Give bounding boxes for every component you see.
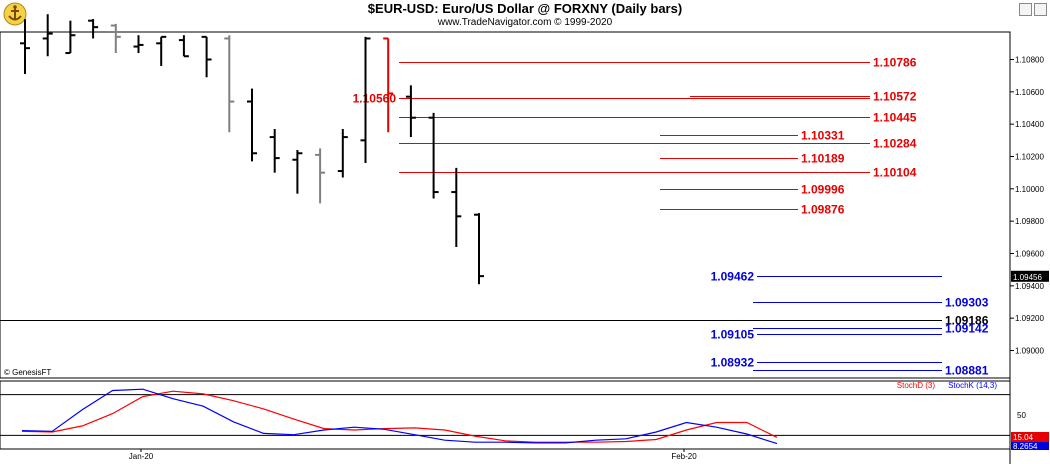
legend-stochk: StochK (14,3) bbox=[948, 381, 997, 390]
restore-button[interactable] bbox=[1019, 3, 1032, 16]
watermark-text: © GenesisFT bbox=[4, 368, 51, 377]
y-tick-label: 1.10000 bbox=[1015, 185, 1044, 194]
y-tick-label: 1.10800 bbox=[1015, 55, 1044, 64]
anchor-icon bbox=[3, 2, 27, 26]
stochd-value: 15.04 bbox=[1013, 433, 1034, 442]
title-bar: $EUR-USD: Euro/US Dollar @ FORXNY (Daily… bbox=[0, 0, 1050, 32]
level-label: 1.10572 bbox=[873, 90, 917, 104]
level-label: 1.09996 bbox=[801, 183, 845, 197]
level-label: 1.09186 bbox=[945, 314, 989, 328]
stoch-tick-label: 50 bbox=[1017, 411, 1026, 420]
level-label: 1.08881 bbox=[945, 364, 989, 378]
stochd-line bbox=[21, 390, 778, 443]
stochd-value-box bbox=[1011, 432, 1049, 442]
stochk-value-box bbox=[1011, 442, 1049, 450]
close-button[interactable] bbox=[1034, 3, 1047, 16]
level-label: 1.10560 bbox=[353, 92, 397, 106]
y-tick-label: 1.09600 bbox=[1015, 250, 1044, 259]
level-label: 1.10284 bbox=[873, 137, 917, 151]
stochk-value: 8.2654 bbox=[1013, 442, 1038, 451]
stochk-line bbox=[21, 388, 778, 445]
y-tick-label: 1.09200 bbox=[1015, 314, 1044, 323]
last-price-label: 1.09456 bbox=[1013, 273, 1042, 282]
last-price-box bbox=[1011, 270, 1049, 282]
y-axis-area bbox=[1010, 32, 1050, 464]
level-label: 1.08932 bbox=[711, 356, 755, 370]
chart-title: $EUR-USD: Euro/US Dollar @ FORXNY (Daily… bbox=[367, 1, 683, 16]
x-tick-label: Jan-20 bbox=[129, 452, 154, 461]
x-tick-label: Feb-20 bbox=[671, 452, 697, 461]
y-tick-label: 1.10600 bbox=[1015, 88, 1044, 97]
level-label: 1.09303 bbox=[945, 296, 989, 310]
y-tick-label: 1.09000 bbox=[1015, 347, 1044, 356]
legend-stochd: StochD (3) bbox=[897, 381, 936, 390]
level-label: 1.10331 bbox=[801, 129, 845, 143]
level-label: 1.09462 bbox=[711, 270, 755, 284]
level-label: 1.10189 bbox=[801, 152, 845, 166]
price-panel-frame bbox=[0, 31, 1011, 379]
level-label: 1.09876 bbox=[801, 203, 845, 217]
y-tick-label: 1.10400 bbox=[1015, 120, 1044, 129]
y-tick-label: 1.09800 bbox=[1015, 217, 1044, 226]
chart-subtitle: www.TradeNavigator.com © 1999-2020 bbox=[437, 17, 613, 28]
level-label: 1.09105 bbox=[711, 328, 755, 342]
level-label: 1.09142 bbox=[945, 322, 989, 336]
stoch-panel-frame bbox=[0, 380, 1011, 450]
level-label: 1.10104 bbox=[873, 166, 917, 180]
level-label: 1.10445 bbox=[873, 111, 917, 125]
level-label: 1.10786 bbox=[873, 56, 917, 70]
y-tick-label: 1.09400 bbox=[1015, 282, 1044, 291]
y-tick-label: 1.10200 bbox=[1015, 152, 1044, 161]
